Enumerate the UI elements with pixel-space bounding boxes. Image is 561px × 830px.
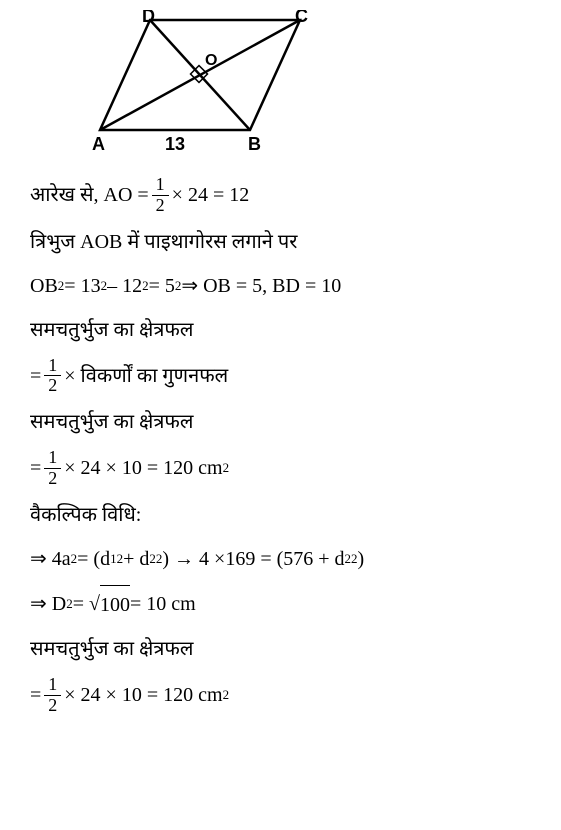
vertex-a-label: A [92, 134, 105, 154]
line-9: ⇒ 4a2 = (d12 + d22 ) → 4 ×169 = (576 + d… [30, 541, 531, 577]
line-6: समचतुर्भुज का क्षेत्रफल [30, 404, 531, 440]
line-4: समचतुर्भुज का क्षेत्रफल [30, 312, 531, 348]
vertex-b-label: B [248, 134, 261, 154]
line-2: त्रिभुज AOB में पाइथागोरस लगाने पर [30, 224, 531, 260]
rhombus-diagram: A B C D O 13 [90, 10, 531, 160]
line-5: = 12 × विकर्णों का गुणनफल [30, 356, 531, 397]
fraction-half-2: 12 [44, 356, 61, 397]
line-10: ⇒ D2 = √100 = 10 cm [30, 585, 531, 623]
l1-b: × 24 = 12 [172, 177, 250, 213]
line-3: OB2 = 132 – 122 = 52 ⇒ OB = 5, BD = 10 [30, 268, 531, 304]
vertex-c-label: C [295, 10, 308, 26]
vertex-d-label: D [142, 10, 155, 26]
line-11: समचतुर्भुज का क्षेत्रफल [30, 631, 531, 667]
rhombus-svg: A B C D O 13 [90, 10, 320, 155]
side-ab-label: 13 [165, 134, 185, 154]
l1-a: आरेख से, AO = [30, 177, 149, 213]
center-o-label: O [205, 52, 217, 69]
line-7: = 12 × 24 × 10 = 120 cm2 [30, 448, 531, 489]
line-1: आरेख से, AO = 12 × 24 = 12 [30, 175, 531, 216]
fraction-half-1: 12 [152, 175, 169, 216]
fraction-half-4: 12 [44, 675, 61, 716]
line-8: वैकल्पिक विधि: [30, 497, 531, 533]
line-12: = 12 × 24 × 10 = 120 cm2 [30, 675, 531, 716]
fraction-half-3: 12 [44, 448, 61, 489]
